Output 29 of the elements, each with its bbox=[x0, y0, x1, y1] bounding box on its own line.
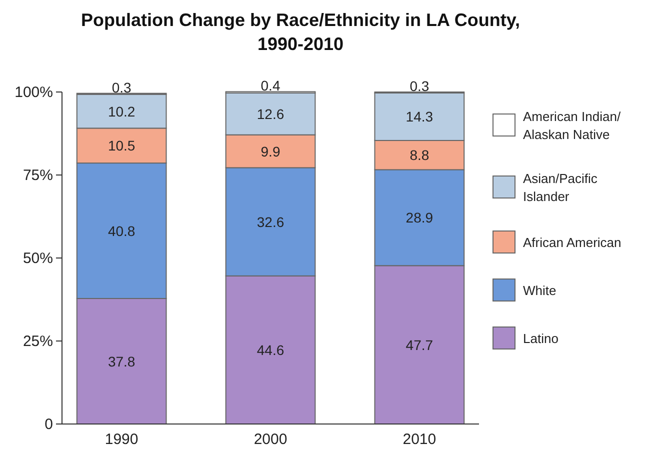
data-label: 0.3 bbox=[410, 78, 430, 94]
chart-title: Population Change by Race/Ethnicity in LA County, 1990-2010 bbox=[80, 10, 520, 54]
data-label: 32.6 bbox=[256, 214, 284, 230]
y-tick-label: 0 bbox=[44, 416, 53, 433]
data-label: 9.9 bbox=[260, 143, 280, 160]
data-label: 47.7 bbox=[406, 336, 434, 353]
data-label: 28.9 bbox=[406, 210, 434, 226]
x-tick-label: 2000 bbox=[254, 431, 288, 448]
data-label: 8.8 bbox=[410, 147, 430, 164]
x-tick-label: 2010 bbox=[402, 431, 436, 448]
y-tick-label: 75% bbox=[22, 167, 53, 184]
data-label: 37.8 bbox=[108, 353, 136, 370]
data-label: 10.2 bbox=[108, 103, 136, 120]
x-tick-label: 1990 bbox=[104, 431, 138, 448]
y-tick-label: 25% bbox=[22, 333, 53, 350]
y-tick-label: 50% bbox=[22, 250, 53, 267]
legend-label: White bbox=[523, 283, 556, 298]
data-label: 0.3 bbox=[112, 79, 132, 96]
data-label: 12.6 bbox=[256, 106, 284, 122]
data-label: 14.3 bbox=[406, 108, 434, 125]
legend-label: Asian/Pacific Islander bbox=[523, 171, 598, 204]
legend-label: African American bbox=[523, 235, 622, 250]
y-tick-label: 100% bbox=[14, 84, 53, 101]
data-label: 10.5 bbox=[108, 138, 136, 154]
legend-label: American Indian/Alaskan Native bbox=[523, 109, 621, 142]
data-label: 0.4 bbox=[260, 78, 280, 94]
data-label: 40.8 bbox=[108, 222, 136, 239]
data-label: 44.6 bbox=[256, 342, 284, 358]
legend-label: Latino bbox=[523, 331, 558, 346]
